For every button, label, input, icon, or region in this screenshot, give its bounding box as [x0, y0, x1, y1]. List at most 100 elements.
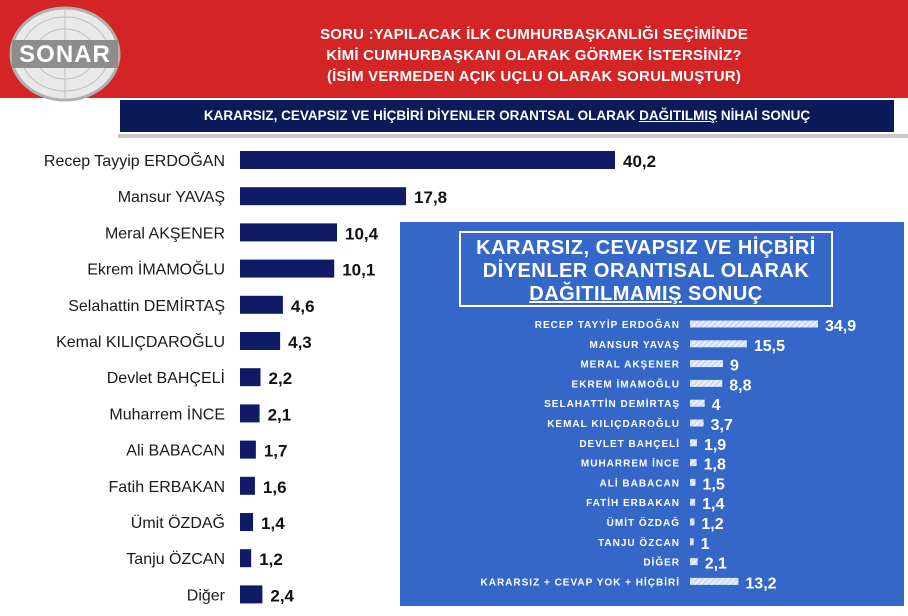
- inset-value-label: 1,5: [703, 476, 725, 493]
- inset-bar: [690, 558, 698, 566]
- inset-value-label: 2,1: [705, 556, 727, 573]
- inset-value-label: 34,9: [825, 318, 856, 335]
- value-label: 4,6: [291, 297, 315, 316]
- inset-bar: [690, 439, 697, 447]
- category-label: Recep Tayyip ERDOĞAN: [44, 151, 225, 170]
- inset-category-label: DİĞER: [643, 556, 680, 569]
- category-label: Tanju ÖZCAN: [126, 550, 225, 568]
- inset-category-label: ALİ BABACAN: [600, 476, 680, 489]
- inset-category-label: SELAHATTİN DEMİRTAŞ: [544, 397, 680, 410]
- subtitle-banner: KARARSIZ, CEVAPSIZ VE HİÇBİRİ DİYENLER O…: [118, 98, 896, 134]
- question-line-3: (İSİM VERMEDEN AÇIK UÇLU OLARAK SORULMUŞ…: [326, 68, 742, 85]
- value-label: 1,6: [263, 478, 287, 497]
- inset-category-label: KEMAL KILIÇDAROĞLU: [547, 417, 680, 430]
- value-label: 2,4: [270, 586, 294, 605]
- value-label: 1,7: [264, 442, 288, 461]
- inset-value-label: 1,4: [702, 496, 724, 513]
- header-banner: [0, 0, 908, 98]
- inset-bar: [690, 538, 694, 546]
- inset-bar: [690, 419, 704, 427]
- category-label: Ümit ÖZDAĞ: [131, 513, 225, 532]
- inset-bar: [690, 399, 705, 407]
- sonar-logo: SONAR: [9, 6, 121, 102]
- inset-bar: [690, 518, 695, 526]
- inset-panel: [400, 222, 904, 606]
- inset-bar: [690, 360, 724, 368]
- inset-value-label: 3,7: [711, 417, 733, 434]
- category-label: Muharrem İNCE: [109, 404, 225, 423]
- inset-bar: [690, 320, 818, 328]
- inset-title: KARARSIZ, CEVAPSIZ VE HİÇBİRİ DİYENLER O…: [459, 231, 833, 307]
- question-line-1: SORU :YAPILACAK İLK CUMHURBAŞKANLIĞI SEÇ…: [320, 26, 748, 43]
- value-label: 2,1: [268, 405, 292, 424]
- category-label: Meral AKŞENER: [105, 225, 225, 242]
- bar: [240, 476, 255, 495]
- subtitle-part-2: NİHAİ SONUÇ: [717, 108, 811, 123]
- inset-category-label: FATİH ERBAKAN: [586, 496, 680, 509]
- inset-category-label: TANJU ÖZCAN: [598, 536, 680, 549]
- survey-question: SORU :YAPILACAK İLK CUMHURBAŞKANLIĞI SEÇ…: [232, 24, 836, 87]
- bar: [240, 440, 256, 459]
- value-label: 2,2: [269, 369, 293, 388]
- inset-bar: [690, 340, 747, 348]
- logo-text: SONAR: [19, 41, 111, 68]
- inset-value-label: 4: [712, 397, 721, 414]
- inset-bar: [690, 577, 739, 585]
- bar: [240, 549, 252, 568]
- inset-bar: [690, 498, 696, 506]
- bar: [240, 585, 263, 604]
- inset-category-label: MANSUR YAVAŞ: [589, 340, 680, 351]
- bar: [240, 404, 260, 423]
- inset-title-underlined: DAĞITILMAMIŞ: [529, 283, 682, 305]
- inset-value-label: 13,2: [745, 575, 776, 592]
- value-label: 1,4: [261, 514, 285, 533]
- inset-category-label: RECEP TAYYİP ERDOĞAN: [535, 318, 680, 331]
- inset-category-label: KARARSIZ + CEVAP YOK + HİÇBİRİ: [481, 575, 680, 588]
- subtitle-underlined: DAĞITILMIŞ: [639, 108, 718, 123]
- inset-value-label: 1,2: [701, 516, 723, 533]
- value-label: 10,1: [342, 261, 375, 280]
- inset-category-label: MERAL AKŞENER: [580, 360, 680, 371]
- category-label: Selahattin DEMİRTAŞ: [68, 296, 225, 315]
- subtitle-part-1: KARARSIZ, CEVAPSIZ VE HİÇBİRİ DİYENLER O…: [203, 108, 640, 123]
- inset-bar: [690, 478, 696, 486]
- bar: [240, 368, 261, 387]
- inset-category-label: MUHARREM İNCE: [581, 457, 680, 470]
- category-label: Ali BABACAN: [126, 443, 225, 460]
- value-label: 17,8: [414, 188, 447, 207]
- inset-title-tail: SONUÇ: [681, 283, 763, 305]
- category-label: Diğer: [187, 587, 226, 604]
- category-label: Kemal KILIÇDAROĞLU: [56, 332, 225, 351]
- inset-value-label: 1: [701, 536, 710, 553]
- category-label: Devlet BAHÇELİ: [107, 368, 225, 387]
- inset-category-label: EKREM İMAMOĞLU: [572, 377, 680, 390]
- category-label: Fatih ERBAKAN: [109, 479, 225, 496]
- inset-category-label: ÜMİT ÖZDAĞ: [607, 516, 680, 529]
- inset-value-label: 1,8: [704, 457, 726, 474]
- question-line-2: KİMİ CUMHURBAŞKANI OLARAK GÖRMEK İSTERSİ…: [326, 47, 742, 64]
- value-label: 1,2: [259, 550, 283, 569]
- bar: [240, 295, 283, 314]
- value-label: 10,4: [345, 224, 379, 243]
- bar: [240, 332, 281, 350]
- inset-title-line-1: KARARSIZ, CEVAPSIZ VE HİÇBİRİ: [476, 237, 816, 259]
- bar: [240, 223, 338, 242]
- bar: [240, 513, 254, 531]
- category-label: Mansur YAVAŞ: [118, 189, 225, 206]
- inset-value-label: 9: [730, 358, 739, 375]
- inset-category-label: DEVLET BAHÇELİ: [579, 437, 680, 450]
- inset-bar: [690, 459, 697, 467]
- inset-bar: [690, 379, 723, 387]
- bar: [240, 187, 407, 206]
- divider: [118, 134, 908, 138]
- inset-value-label: 8,8: [729, 377, 751, 394]
- value-label: 4,3: [288, 333, 312, 352]
- bar: [240, 151, 615, 169]
- inset-value-label: 1,9: [704, 437, 726, 454]
- category-label: Ekrem İMAMOĞLU: [87, 260, 225, 279]
- inset-title-line-2: DİYENLER ORANTISAL OLARAK: [482, 260, 810, 282]
- bar: [240, 259, 335, 278]
- inset-value-label: 15,5: [754, 338, 785, 355]
